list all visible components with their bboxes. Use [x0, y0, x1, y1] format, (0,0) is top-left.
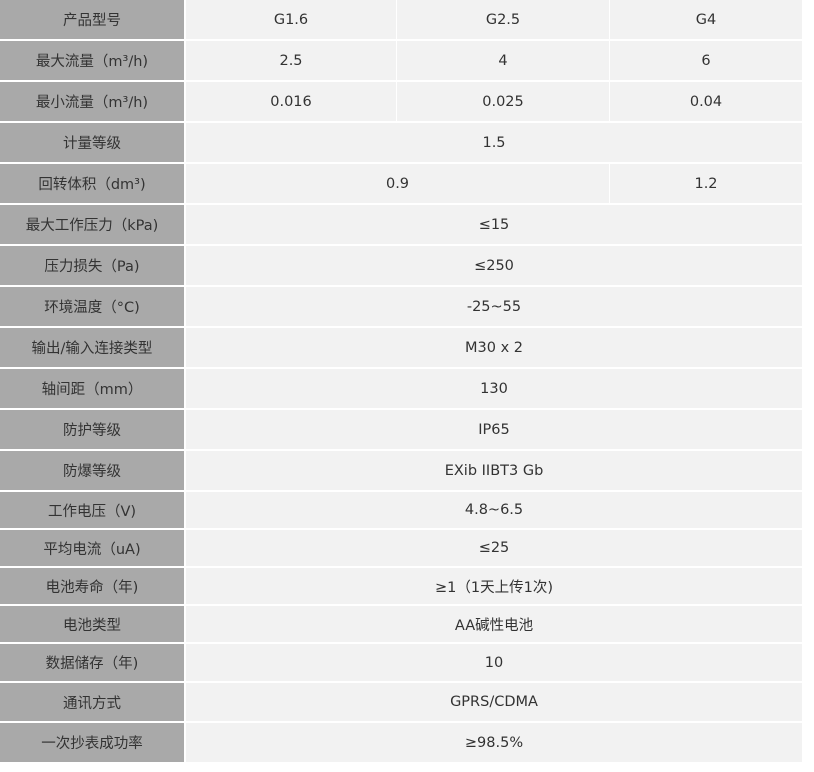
spec-table: 产品型号 G1.6 G2.5 G4 最大流量（m³/h) 2.5 4 6 最小流量（m³/h) 0… [0, 0, 803, 764]
table-row: 平均电流（uA) ≤25 [0, 530, 803, 568]
row-value: 0.04 [610, 82, 803, 123]
row-value: 4.8~6.5 [186, 492, 803, 530]
row-value: 130 [186, 369, 803, 410]
row-label: 轴间距（mm） [0, 369, 186, 410]
table-row: 工作电压（V) 4.8~6.5 [0, 492, 803, 530]
table-row: 电池寿命（年) ≥1（1天上传1次) [0, 568, 803, 606]
row-value: 4 [397, 41, 610, 82]
table-row: 最小流量（m³/h) 0.016 0.025 0.04 [0, 82, 803, 123]
row-label: 产品型号 [0, 0, 186, 41]
row-value: M30 x 2 [186, 328, 803, 369]
row-label: 压力损失（Pa) [0, 246, 186, 287]
row-value: G2.5 [397, 0, 610, 41]
row-label: 防爆等级 [0, 451, 186, 492]
row-value: ≤15 [186, 205, 803, 246]
table-row: 产品型号 G1.6 G2.5 G4 [0, 0, 803, 41]
row-value: G1.6 [186, 0, 397, 41]
table-row: 通讯方式 GPRS/CDMA [0, 683, 803, 723]
row-value: 0.025 [397, 82, 610, 123]
row-value: 1.2 [610, 164, 803, 205]
row-value: ≤250 [186, 246, 803, 287]
table-row: 一次抄表成功率 ≥98.5% [0, 723, 803, 764]
row-label: 计量等级 [0, 123, 186, 164]
row-label: 通讯方式 [0, 683, 186, 723]
table-row: 数据储存（年) 10 [0, 644, 803, 683]
row-value: AA碱性电池 [186, 606, 803, 644]
row-value: 0.9 [186, 164, 610, 205]
row-label: 输出/输入连接类型 [0, 328, 186, 369]
row-label: 工作电压（V) [0, 492, 186, 530]
row-value: ≤25 [186, 530, 803, 568]
row-value: EXib IIBT3 Gb [186, 451, 803, 492]
row-value: -25~55 [186, 287, 803, 328]
row-value: IP65 [186, 410, 803, 451]
table-row: 最大流量（m³/h) 2.5 4 6 [0, 41, 803, 82]
row-label: 平均电流（uA) [0, 530, 186, 568]
row-value: GPRS/CDMA [186, 683, 803, 723]
table-row: 轴间距（mm） 130 [0, 369, 803, 410]
row-label: 最大流量（m³/h) [0, 41, 186, 82]
row-value: ≥1（1天上传1次) [186, 568, 803, 606]
table-row: 防爆等级 EXib IIBT3 Gb [0, 451, 803, 492]
table-row: 最大工作压力（kPa) ≤15 [0, 205, 803, 246]
table-row: 回转体积（dm³) 0.9 1.2 [0, 164, 803, 205]
table-row: 防护等级 IP65 [0, 410, 803, 451]
row-value: 1.5 [186, 123, 803, 164]
row-label: 最小流量（m³/h) [0, 82, 186, 123]
row-value: G4 [610, 0, 803, 41]
table-row: 计量等级 1.5 [0, 123, 803, 164]
table-row: 输出/输入连接类型 M30 x 2 [0, 328, 803, 369]
row-label: 电池寿命（年) [0, 568, 186, 606]
row-label: 数据储存（年) [0, 644, 186, 683]
row-label: 环境温度（°C) [0, 287, 186, 328]
table-row: 环境温度（°C) -25~55 [0, 287, 803, 328]
row-value: 6 [610, 41, 803, 82]
row-label: 回转体积（dm³) [0, 164, 186, 205]
row-label: 一次抄表成功率 [0, 723, 186, 764]
row-value: ≥98.5% [186, 723, 803, 764]
row-value: 2.5 [186, 41, 397, 82]
row-label: 防护等级 [0, 410, 186, 451]
row-label: 最大工作压力（kPa) [0, 205, 186, 246]
table-row: 电池类型 AA碱性电池 [0, 606, 803, 644]
table-row: 压力损失（Pa) ≤250 [0, 246, 803, 287]
row-value: 0.016 [186, 82, 397, 123]
row-label: 电池类型 [0, 606, 186, 644]
row-value: 10 [186, 644, 803, 683]
